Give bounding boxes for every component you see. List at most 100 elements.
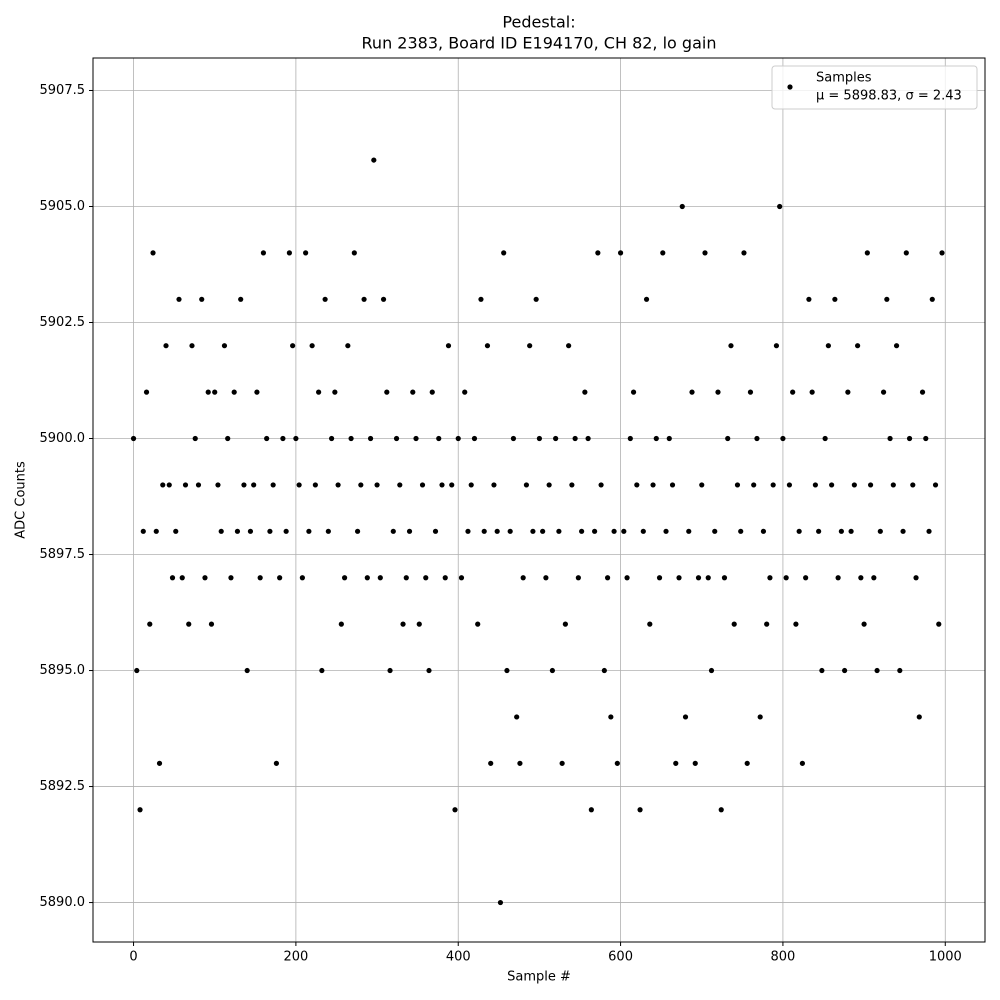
point	[176, 296, 182, 302]
point	[932, 482, 939, 488]
y-tick-label: 5890.0	[40, 895, 86, 910]
point	[494, 528, 500, 534]
y-tick-label: 5897.5	[40, 547, 86, 562]
point	[643, 296, 650, 302]
point	[673, 760, 679, 766]
point	[442, 575, 448, 581]
point	[397, 482, 403, 488]
point	[143, 389, 150, 395]
point	[903, 250, 909, 256]
point	[540, 528, 546, 534]
point	[153, 528, 159, 534]
point	[244, 667, 250, 674]
point	[514, 714, 520, 720]
point	[867, 482, 874, 488]
point	[393, 435, 400, 442]
point	[803, 575, 809, 581]
point	[367, 435, 374, 442]
point	[264, 435, 270, 442]
x-tick-label: 0	[129, 950, 137, 965]
point	[790, 389, 796, 395]
point	[702, 250, 708, 256]
point	[923, 435, 929, 442]
point	[345, 343, 351, 349]
point	[416, 621, 422, 627]
point	[786, 482, 793, 488]
point	[377, 575, 383, 581]
point	[582, 389, 588, 395]
point	[906, 435, 913, 442]
point	[799, 760, 806, 766]
point	[656, 575, 663, 581]
point	[916, 714, 922, 720]
point	[549, 667, 555, 674]
point	[137, 807, 143, 813]
point	[689, 389, 695, 395]
point	[566, 343, 572, 349]
point	[163, 343, 169, 349]
point	[721, 575, 728, 581]
point	[604, 575, 611, 581]
point	[277, 575, 283, 581]
point	[614, 760, 620, 766]
point	[208, 621, 215, 627]
point	[364, 575, 370, 581]
point	[458, 575, 465, 581]
point	[829, 482, 835, 488]
point	[910, 482, 916, 488]
point	[462, 389, 468, 395]
point	[436, 435, 442, 442]
point	[569, 482, 575, 488]
point	[484, 343, 491, 349]
point	[173, 528, 179, 534]
point	[455, 435, 461, 442]
point	[179, 575, 185, 581]
point	[682, 714, 689, 720]
point	[777, 203, 783, 210]
point	[546, 482, 552, 488]
point	[228, 575, 234, 581]
point	[212, 389, 218, 395]
point	[874, 667, 880, 674]
point	[679, 203, 685, 210]
point	[189, 343, 195, 349]
point	[725, 435, 731, 442]
point	[387, 667, 393, 674]
point	[238, 296, 244, 302]
point	[429, 389, 435, 395]
point	[306, 528, 312, 534]
point	[354, 528, 361, 534]
point	[611, 528, 617, 534]
point	[309, 343, 315, 349]
point	[767, 575, 773, 581]
point	[140, 528, 146, 534]
point	[864, 250, 870, 256]
point	[478, 296, 484, 302]
point	[796, 528, 802, 534]
point	[929, 296, 935, 302]
point	[936, 621, 942, 627]
point	[579, 528, 585, 534]
point	[332, 389, 338, 395]
point	[319, 667, 325, 674]
point	[234, 528, 241, 534]
point	[147, 621, 153, 627]
point	[432, 528, 439, 534]
point	[419, 482, 426, 488]
point	[832, 296, 838, 302]
point	[406, 528, 413, 534]
point	[780, 435, 786, 442]
point	[316, 389, 322, 395]
legend-label: Samples	[816, 71, 872, 86]
x-tick-label: 800	[771, 950, 796, 965]
point	[744, 760, 750, 766]
point	[627, 435, 633, 442]
point	[325, 528, 331, 534]
point	[738, 528, 744, 534]
point	[290, 343, 296, 349]
point	[845, 389, 851, 395]
point	[773, 343, 780, 349]
point	[536, 435, 543, 442]
point	[374, 482, 380, 488]
point	[556, 528, 562, 534]
